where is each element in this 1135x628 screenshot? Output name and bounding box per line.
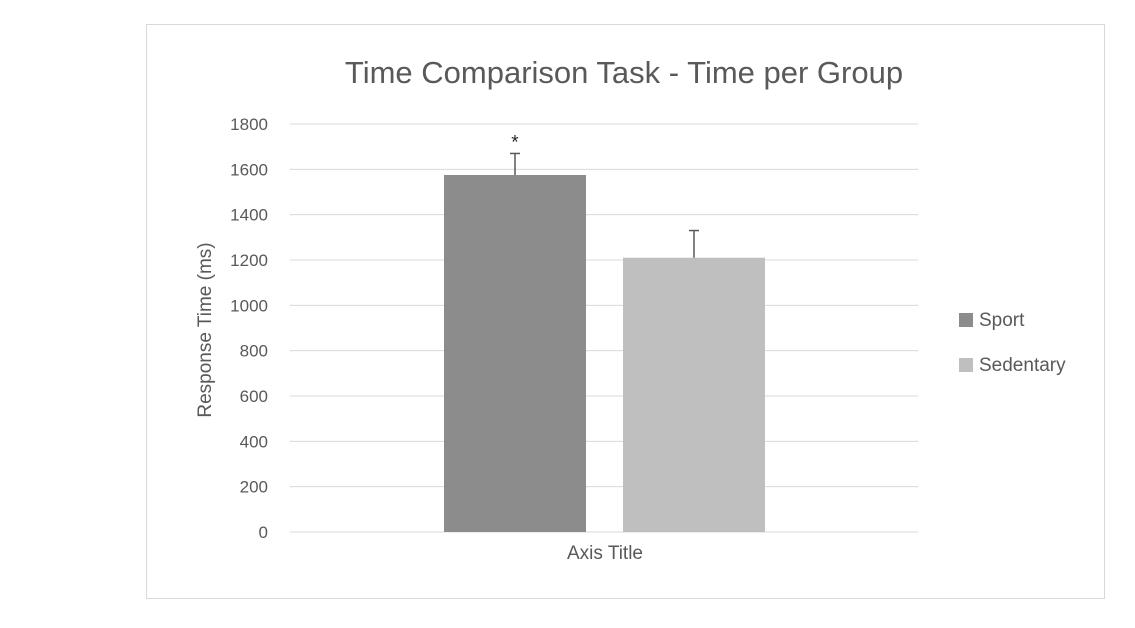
bars: *	[444, 132, 765, 532]
y-tick-labels: 0 200 400 600 800 1000 1200 1400 1600 1800	[230, 115, 268, 542]
y-tick-label: 0	[259, 523, 268, 542]
y-tick-label: 800	[240, 342, 268, 361]
y-axis-label: Response Time (ms)	[195, 242, 216, 417]
y-tick-label: 1600	[230, 160, 268, 179]
chart-frame: Time Comparison Task - Time per Group 0 2…	[146, 24, 1105, 599]
x-axis-label: Axis Title	[567, 543, 643, 564]
bar-sedentary	[623, 257, 765, 532]
significance-marker: *	[511, 132, 519, 153]
y-tick-label: 1200	[230, 251, 268, 270]
legend-label-sport: Sport	[979, 310, 1025, 331]
legend-swatch-sport	[959, 313, 973, 327]
y-tick-label: 600	[240, 387, 268, 406]
chart-title: Time Comparison Task - Time per Group	[345, 55, 903, 90]
gridlines	[290, 123, 918, 533]
y-tick-label: 1400	[230, 206, 268, 225]
y-tick-label: 400	[240, 432, 268, 451]
bar-sport	[444, 175, 586, 532]
legend: Sport Sedentary	[959, 310, 1066, 376]
y-tick-label: 200	[240, 478, 268, 497]
y-tick-label: 1800	[230, 115, 268, 134]
legend-label-sedentary: Sedentary	[979, 355, 1066, 376]
chart-svg: Time Comparison Task - Time per Group 0 2…	[195, 55, 1066, 564]
legend-swatch-sedentary	[959, 358, 973, 372]
y-tick-label: 1000	[230, 296, 268, 315]
